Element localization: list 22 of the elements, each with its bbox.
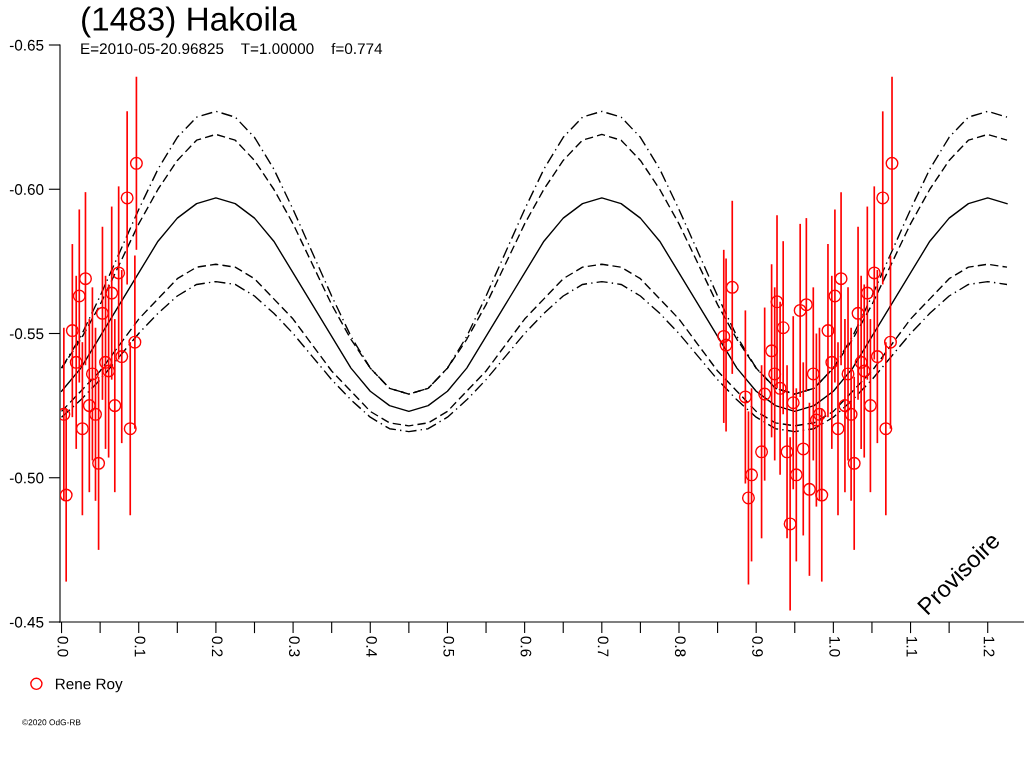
- x-tick-label: 0.4: [366, 636, 377, 657]
- x-tick-label: 0.0: [57, 636, 69, 657]
- x-tick-label: 1.0: [829, 637, 841, 657]
- legend-label: Rene Roy: [55, 678, 123, 693]
- x-tick-label: 0.3: [288, 636, 300, 657]
- x-tick-label: 0.2: [211, 636, 223, 657]
- y-tick-label: -0.65: [9, 39, 44, 51]
- x-tick-label: 0.5: [443, 636, 455, 657]
- y-tick-label: -0.45: [9, 616, 44, 628]
- y-tick-label: -0.60: [9, 184, 44, 195]
- x-tick-label: 1.1: [906, 637, 918, 657]
- text: ©2020 OdG-RB: [22, 719, 81, 726]
- x-tick-label: 0.7: [597, 636, 609, 657]
- x-tick-label: 0.8: [674, 636, 686, 657]
- chart-subtitle: E=2010-05-20.96825 T=1.00000 f=0.774: [81, 42, 383, 55]
- x-tick-label: 0.1: [134, 636, 146, 657]
- x-tick-label: 0.9: [752, 636, 763, 657]
- x-tick-label: 1.2: [983, 637, 995, 657]
- y-tick-label: -0.50: [9, 472, 44, 484]
- y-tick-label: -0.55: [9, 328, 44, 340]
- x-tick-label: 0.6: [520, 636, 532, 657]
- chart-title: (1483) Hakoila: [82, 6, 297, 38]
